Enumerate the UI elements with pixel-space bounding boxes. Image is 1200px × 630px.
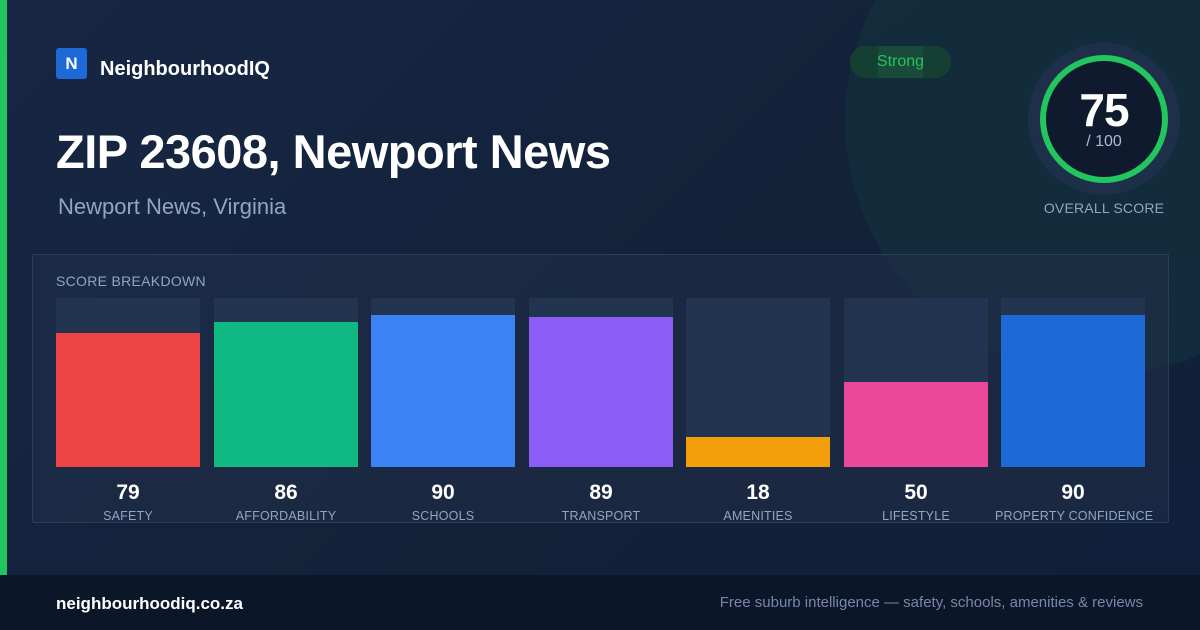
overall-score-value: 75 [1079,84,1129,136]
bar-value: 89 [589,481,613,504]
bar-fill [371,315,515,467]
score-breakdown-panel: SCORE BREAKDOWN 79 SAFETY 86 AFFORDABILITY 9… [32,254,1169,523]
bar-fill [844,382,988,467]
bar-column-lifestyle: 50 LIFESTYLE [844,298,988,524]
bar-track [371,298,515,467]
bar-column-property-confidence: 90 PROPERTY CONFIDENCE [995,298,1153,524]
page-title: ZIP 23608, Newport News [56,125,611,178]
bar-fill [529,317,673,467]
bar-value: 86 [274,481,298,504]
bar-track [56,298,200,467]
bar-label: LIFESTYLE [882,509,950,523]
bar-fill [56,333,200,467]
brand-logo-icon: N [56,48,87,79]
bar-track [214,298,358,467]
bar-label: SAFETY [103,509,153,523]
score-ring-graphic [1028,43,1180,195]
bar-track [844,298,988,467]
bar-value: 50 [904,481,928,504]
bar-label: AMENITIES [723,509,793,523]
bar-column-safety: 79 SAFETY [56,298,200,524]
bar-value: 90 [431,481,455,504]
bar-column-affordability: 86 AFFORDABILITY [214,298,358,524]
footer-url-link[interactable]: neighbourhoodiq.co.za [56,594,243,613]
bar-track [529,298,673,467]
page-subtitle: Newport News, Virginia [58,194,287,219]
status-badge: Strong [850,46,951,78]
bar-fill [1001,315,1145,467]
bar-value: 79 [116,481,140,504]
bar-label: TRANSPORT [561,509,641,523]
brand-name: NeighbourhoodIQ [100,58,270,80]
accent-bar [0,0,7,575]
bar-fill [214,322,358,467]
brand[interactable]: N NeighbourhoodIQ [56,46,270,81]
bar-label: SCHOOLS [411,509,475,523]
footer-tagline: Free suburb intelligence — safety, schoo… [719,594,1143,611]
bar-value: 90 [1061,481,1085,504]
breakdown-title: SCORE BREAKDOWN [56,273,206,289]
bar-fill [686,437,830,467]
score-ring-arc [1040,55,1168,183]
overall-score-label: OVERALL SCORE [1043,200,1165,216]
bar-label: AFFORDABILITY [235,509,337,523]
bar-track [686,298,830,467]
bar-column-amenities: 18 AMENITIES [686,298,830,524]
footer: neighbourhoodiq.co.za Free suburb intell… [0,575,1200,630]
bar-track [1001,298,1145,467]
bar-label: PROPERTY CONFIDENCE [995,509,1154,523]
status-badge-label: Strong [876,53,925,70]
overall-score-max: / 100 [1086,133,1122,150]
bar-column-transport: 89 TRANSPORT [529,298,673,524]
share-card: N NeighbourhoodIQ ZIP 23608, Newport New… [0,0,1200,575]
bar-value: 18 [746,481,770,504]
breakdown-bars: 79 SAFETY 86 AFFORDABILITY 90 SCHOOLS 89 TRANSP… [56,298,1153,524]
overall-score-ring: 75 / 100 [1028,43,1180,195]
bar-column-schools: 90 SCHOOLS [371,298,515,524]
